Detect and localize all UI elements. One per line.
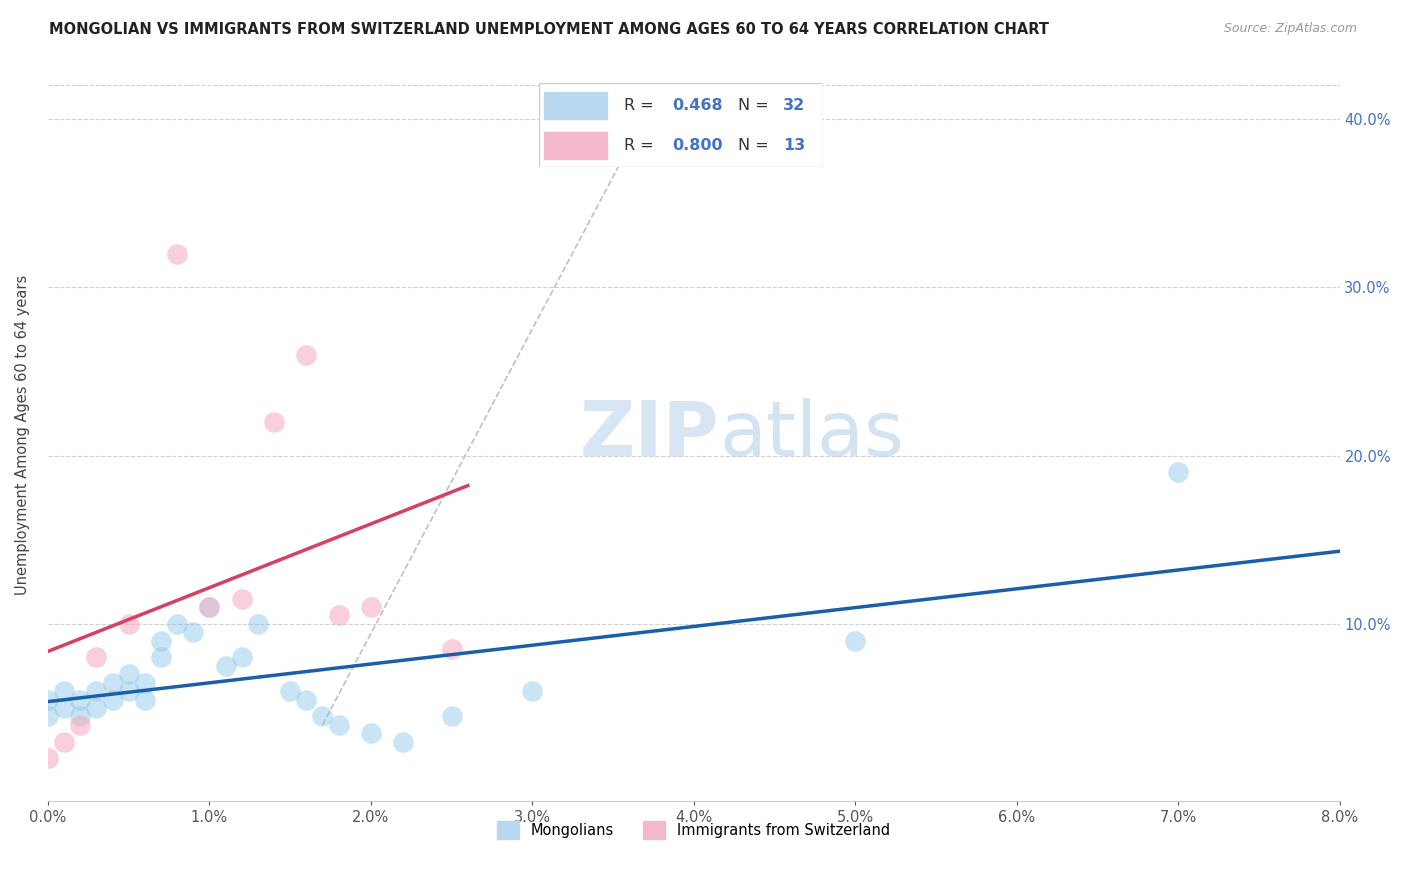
Point [522, 684, 544, 698]
Point [86, 650, 108, 665]
Text: Source: ZipAtlas.com: Source: ZipAtlas.com [1223, 22, 1357, 36]
Point [86, 701, 108, 715]
Legend: Mongolians, Immigrants from Switzerland: Mongolians, Immigrants from Switzerland [492, 815, 896, 845]
Point [183, 625, 205, 640]
Point [150, 650, 173, 665]
Point [134, 692, 156, 706]
Point [150, 633, 173, 648]
Point [328, 608, 350, 623]
Point [166, 616, 188, 631]
Point [101, 675, 124, 690]
Point [231, 591, 253, 606]
Point [53, 684, 76, 698]
Point [360, 600, 382, 615]
Text: MONGOLIAN VS IMMIGRANTS FROM SWITZERLAND UNEMPLOYMENT AMONG AGES 60 TO 64 YEARS : MONGOLIAN VS IMMIGRANTS FROM SWITZERLAND… [49, 22, 1049, 37]
Point [231, 650, 253, 665]
Point [311, 709, 333, 723]
Y-axis label: Unemployment Among Ages 60 to 64 years: Unemployment Among Ages 60 to 64 years [15, 275, 30, 595]
Point [1167, 466, 1189, 480]
Point [360, 726, 382, 740]
Point [246, 616, 269, 631]
Point [440, 709, 463, 723]
Point [101, 692, 124, 706]
Point [69, 718, 91, 732]
Point [69, 709, 91, 723]
Point [392, 734, 415, 748]
Point [53, 734, 76, 748]
Point [69, 692, 91, 706]
Text: ZIP: ZIP [581, 398, 720, 472]
Point [214, 659, 236, 673]
Point [166, 246, 188, 260]
Point [198, 600, 221, 615]
Point [198, 600, 221, 615]
Point [263, 415, 285, 429]
Point [295, 348, 318, 362]
Point [440, 642, 463, 657]
Point [86, 684, 108, 698]
Point [278, 684, 301, 698]
Point [37, 751, 59, 765]
Point [53, 701, 76, 715]
Point [37, 709, 59, 723]
Point [295, 692, 318, 706]
Point [328, 718, 350, 732]
Point [134, 675, 156, 690]
Point [844, 633, 866, 648]
Text: atlas: atlas [720, 398, 904, 472]
Point [118, 667, 141, 681]
Point [118, 684, 141, 698]
Point [118, 616, 141, 631]
Point [37, 692, 59, 706]
